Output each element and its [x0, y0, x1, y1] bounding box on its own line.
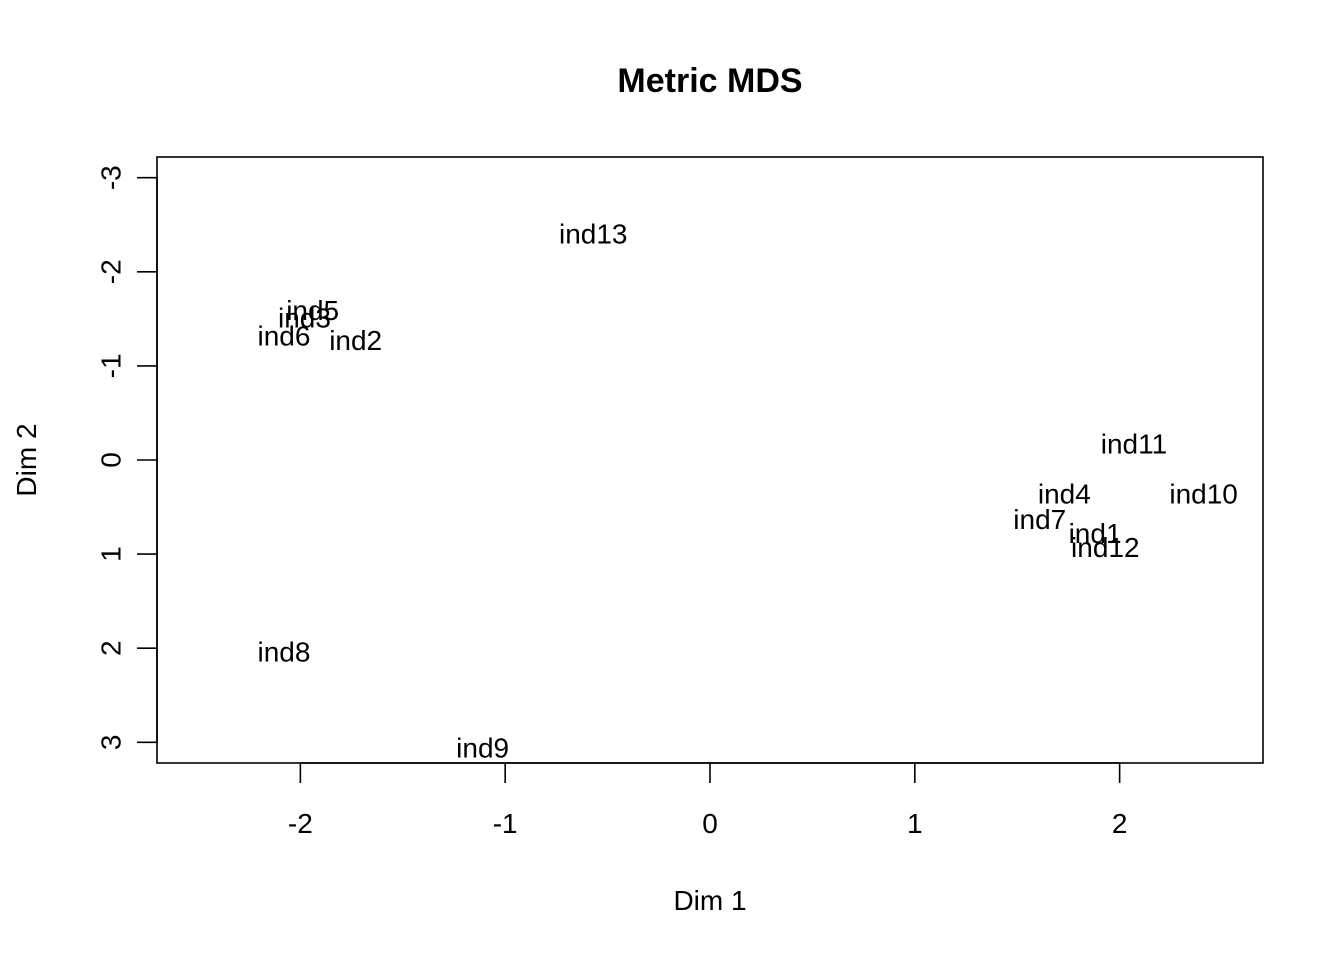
point-label-ind7: ind7	[1013, 504, 1066, 535]
y-tick-label: 0	[96, 452, 127, 468]
y-axis-label: Dim 2	[11, 423, 42, 496]
point-label-ind2: ind2	[329, 325, 382, 356]
x-axis: -2 -1 0 1 2	[288, 762, 1128, 839]
x-tick-label: 1	[907, 808, 923, 839]
point-label-ind5: ind5	[286, 295, 339, 326]
x-tick-label: 2	[1112, 808, 1128, 839]
y-tick-label: 1	[96, 546, 127, 562]
point-label-ind8: ind8	[258, 636, 311, 667]
y-tick-label: 3	[96, 735, 127, 751]
plot-frame	[156, 156, 1264, 764]
point-label-ind6: ind6	[258, 320, 311, 351]
point-label-ind12: ind12	[1071, 532, 1140, 563]
y-axis: -3 -2 -1 0 1 2 3	[96, 165, 158, 750]
point-label-ind3: ind3	[278, 302, 331, 333]
chart-title: Metric MDS	[617, 62, 802, 100]
x-tick-label: 0	[702, 808, 718, 839]
point-label-ind11: ind11	[1101, 429, 1167, 460]
point-label-ind13: ind13	[559, 219, 628, 250]
x-tick-label: -2	[288, 808, 313, 839]
point-label-ind10: ind10	[1169, 478, 1238, 509]
x-tick-label: -1	[493, 808, 518, 839]
y-tick-label: -3	[96, 165, 127, 190]
x-axis-label: Dim 1	[673, 885, 746, 916]
point-label-ind9: ind9	[456, 732, 509, 763]
y-tick-label: 2	[96, 640, 127, 656]
y-tick-label: -1	[96, 353, 127, 378]
y-tick-label: -2	[96, 259, 127, 284]
point-label-ind4: ind4	[1038, 478, 1091, 509]
point-label-ind1: ind1	[1069, 518, 1122, 549]
